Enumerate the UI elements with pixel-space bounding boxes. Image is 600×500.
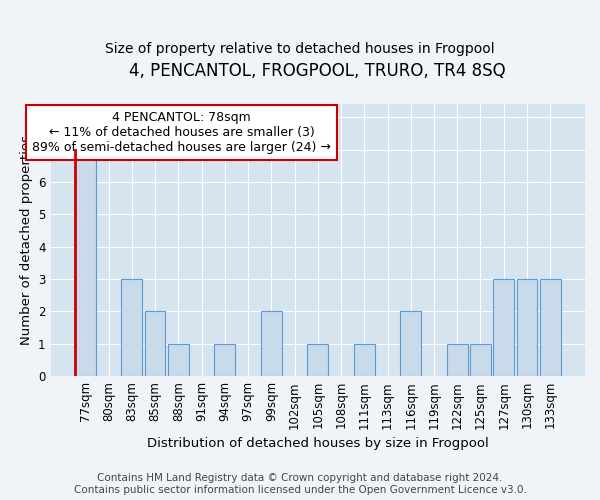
Bar (447, 344, 468, 376)
Bar (145, 312, 166, 376)
Text: 4 PENCANTOL: 78sqm
← 11% of detached houses are smaller (3)
89% of semi-detached: 4 PENCANTOL: 78sqm ← 11% of detached hou… (32, 111, 331, 154)
Bar (540, 279, 561, 376)
Title: 4, PENCANTOL, FROGPOOL, TRURO, TR4 8SQ: 4, PENCANTOL, FROGPOOL, TRURO, TR4 8SQ (130, 62, 506, 80)
Bar (307, 344, 328, 376)
Bar (400, 312, 421, 376)
Bar (214, 344, 235, 376)
Bar (354, 344, 375, 376)
Bar (493, 279, 514, 376)
Bar (75, 150, 96, 376)
Y-axis label: Number of detached properties: Number of detached properties (20, 135, 32, 345)
X-axis label: Distribution of detached houses by size in Frogpool: Distribution of detached houses by size … (147, 437, 488, 450)
Text: Size of property relative to detached houses in Frogpool: Size of property relative to detached ho… (105, 42, 495, 56)
Bar (517, 279, 538, 376)
Bar (261, 312, 282, 376)
Bar (168, 344, 189, 376)
Text: Contains HM Land Registry data © Crown copyright and database right 2024.
Contai: Contains HM Land Registry data © Crown c… (74, 474, 526, 495)
Bar (470, 344, 491, 376)
Bar (121, 279, 142, 376)
